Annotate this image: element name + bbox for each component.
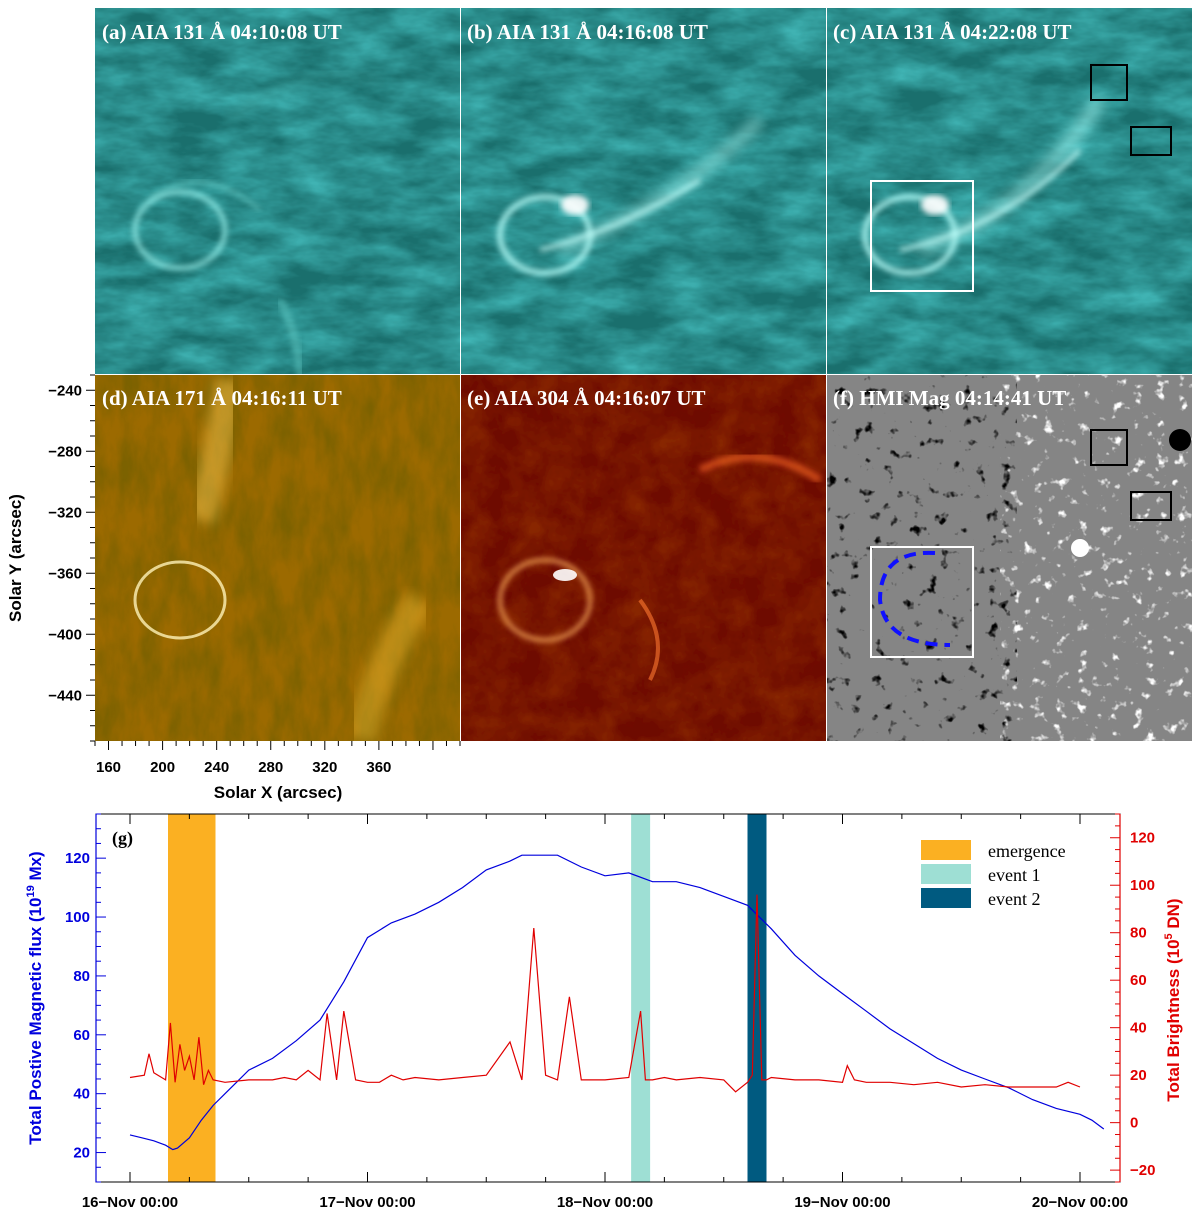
x-tick-label: 18−Nov 00:00 xyxy=(557,1194,653,1210)
right-axis-title: Total Brightness (105 DN) xyxy=(1163,898,1183,1101)
solar-x-tick-label: 200 xyxy=(150,759,175,776)
legend: emergence event 1 event 2 xyxy=(921,840,1066,909)
right-axis-title-main: Total Brightness (10 xyxy=(1164,939,1183,1101)
solar-y-tick-label: −400 xyxy=(48,626,82,643)
panel-d-title: (d) AIA 171 Å 04:16:11 UT xyxy=(102,386,342,410)
right-y-tick-label: −20 xyxy=(1130,1162,1155,1179)
solar-y-tick-label: −240 xyxy=(48,382,82,399)
legend-label-emergence: emergence xyxy=(988,841,1066,861)
roi-box-black-2 xyxy=(1130,126,1172,156)
roi-box-black-f1 xyxy=(1090,429,1128,466)
legend-swatch-event1 xyxy=(921,864,971,884)
panel-d-aia171 xyxy=(95,375,460,741)
left-y-tick-label: 80 xyxy=(73,968,90,985)
right-y-tick-label: 40 xyxy=(1130,1020,1147,1037)
roi-box-black-1 xyxy=(1090,64,1128,101)
solar-y-tick-label: −320 xyxy=(48,504,82,521)
solar-x-label: Solar X (arcsec) xyxy=(214,783,343,802)
panel-b-title: (b) AIA 131 Å 04:16:08 UT xyxy=(467,20,708,44)
shaded-interval-emergence xyxy=(168,814,216,1182)
roi-box-white-f xyxy=(870,546,974,658)
panel-a-title: (a) AIA 131 Å 04:10:08 UT xyxy=(102,20,342,44)
x-tick-label: 17−Nov 00:00 xyxy=(319,1194,415,1210)
left-y-tick-label: 40 xyxy=(73,1086,90,1103)
panel-e-title: (e) AIA 304 Å 04:16:07 UT xyxy=(467,386,706,410)
right-axis-title-exp: 5 xyxy=(1163,933,1175,939)
image-axes: 160 200 240 280 320 360 −240 −280 −320 −360 −400 −4… xyxy=(48,374,461,776)
shaded-interval-event-1 xyxy=(631,814,651,1182)
brightness-series-line xyxy=(129,894,1081,1093)
solar-x-tick-label: 320 xyxy=(312,759,337,776)
panel-f-title: (f) HMI Mag 04:14:41 UT xyxy=(833,386,1066,410)
panel-a-aia131 xyxy=(95,8,460,374)
solar-x-tick-label: 160 xyxy=(96,759,121,776)
panel-b-aia131 xyxy=(461,8,826,374)
panel-f-hmi-magnetogram xyxy=(827,375,1192,741)
legend-swatch-event2 xyxy=(921,888,971,908)
panel-c-aia131 xyxy=(827,8,1192,374)
left-y-tick-label: 120 xyxy=(65,850,90,867)
panel-g-label: (g) xyxy=(112,828,133,849)
right-y-tick-label: 100 xyxy=(1130,877,1155,894)
left-axis-title-unit: Mx) xyxy=(26,851,45,885)
right-y-tick-label: 60 xyxy=(1130,972,1147,989)
right-y-tick-label: 20 xyxy=(1130,1067,1147,1084)
roi-box-black-f2 xyxy=(1130,491,1172,521)
x-tick-label: 16−Nov 00:00 xyxy=(82,1194,178,1210)
left-y-tick-label: 100 xyxy=(65,909,90,926)
right-y-tick-label: 120 xyxy=(1130,830,1155,847)
left-axis-title-exp: 19 xyxy=(25,885,37,897)
right-y-tick-label: 80 xyxy=(1130,925,1147,942)
roi-box-white xyxy=(870,180,974,292)
left-axis-title: Total Postive Magnetic flux (1019 Mx) xyxy=(25,851,45,1144)
time-series-chart: 16−Nov 00:00 17−Nov 00:00 18−Nov 00:00 19−N… xyxy=(25,813,1183,1210)
solar-y-tick-label: −440 xyxy=(48,687,82,704)
x-tick-label: 20−Nov 00:00 xyxy=(1032,1194,1128,1210)
legend-label-event1: event 1 xyxy=(988,865,1040,885)
panel-c-title: (c) AIA 131 Å 04:22:08 UT xyxy=(833,20,1072,44)
solar-y-tick-label: −280 xyxy=(48,443,82,460)
left-axis-title-main: Total Postive Magnetic flux (10 xyxy=(26,898,45,1145)
solar-x-tick-label: 280 xyxy=(258,759,283,776)
legend-swatch-emergence xyxy=(921,840,971,860)
right-y-tick-label: 0 xyxy=(1130,1115,1138,1132)
solar-y-tick-label: −360 xyxy=(48,565,82,582)
dashed-circle xyxy=(877,550,951,647)
solar-x-tick-label: 240 xyxy=(204,759,229,776)
shaded-interval-event-2 xyxy=(747,814,767,1182)
left-y-tick-label: 20 xyxy=(73,1145,90,1162)
legend-label-event2: event 2 xyxy=(988,889,1040,909)
left-y-tick-label: 60 xyxy=(73,1027,90,1044)
right-axis-title-unit: DN) xyxy=(1164,898,1183,933)
panel-e-aia304 xyxy=(461,375,826,741)
flux-series-line xyxy=(129,854,1105,1151)
x-tick-label: 19−Nov 00:00 xyxy=(794,1194,890,1210)
solar-y-label: Solar Y (arcsec) xyxy=(6,494,25,622)
solar-x-tick-label: 360 xyxy=(366,759,391,776)
